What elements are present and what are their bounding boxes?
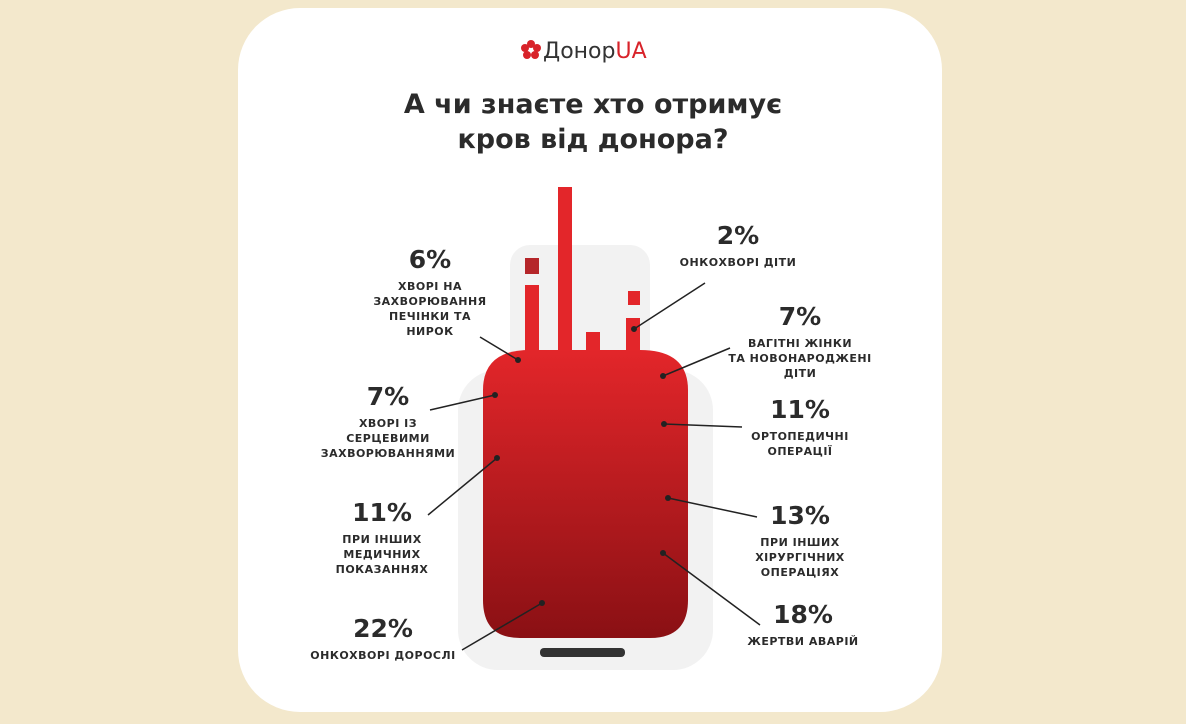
item-label: ПРИ ІНШИХ	[342, 533, 421, 546]
item-label: ПОКАЗАННЯХ	[336, 563, 429, 576]
item-value: 11%	[770, 395, 830, 424]
leader-dot	[494, 455, 500, 461]
leader-line	[667, 497, 758, 518]
item-label: ОПЕРАЦІЇ	[767, 444, 832, 458]
item-label: ОРТОПЕДИЧНІ	[751, 430, 849, 443]
leader-line	[662, 552, 761, 626]
logo: ДонорUA	[521, 39, 647, 64]
item-label: ОНКОХВОРІ ДОРОСЛІ	[310, 649, 455, 662]
item-label: МЕДИЧНИХ	[343, 548, 420, 561]
leader-line	[427, 457, 498, 516]
title-line: А чи знаєте хто отримує	[404, 89, 782, 120]
item-label: НИРОК	[406, 325, 453, 338]
leader-dot	[660, 373, 666, 379]
leader-line	[662, 347, 731, 377]
item-label: ПЕЧІНКИ ТА	[389, 310, 471, 323]
item-value: 7%	[779, 302, 821, 331]
leader-dot	[661, 421, 667, 427]
item-label: ОНКОХВОРІ ДІТИ	[680, 256, 797, 269]
item-value: 7%	[367, 382, 409, 411]
item-value: 18%	[773, 600, 833, 629]
item-label: ХІРУРГІЧНИХ	[755, 551, 845, 564]
item-value: 2%	[717, 221, 759, 250]
item-label: ДІТИ	[784, 367, 817, 380]
item-label: СЕРЦЕВИМИ	[346, 432, 430, 445]
item-label: ЗАХВОРЮВАННЯ	[373, 295, 486, 308]
logo-text: ДонорUA	[543, 39, 647, 64]
title-line: кров від донора?	[457, 124, 728, 155]
item-label: ХВОРІ НА	[398, 280, 462, 293]
leader-dot	[492, 392, 498, 398]
item-label: ХВОРІ ІЗ	[359, 417, 417, 430]
leader-dot	[660, 550, 666, 556]
leader-dot	[665, 495, 671, 501]
item-label: ЗАХВОРЮВАННЯМИ	[321, 447, 455, 460]
item-label: ТА НОВОНАРОДЖЕНІ	[728, 352, 871, 365]
item-label: ОПЕРАЦІЯХ	[761, 566, 839, 579]
item-label: ЖЕРТВИ АВАРІЙ	[747, 635, 858, 648]
item-value: 11%	[352, 498, 412, 527]
leader-line	[429, 394, 496, 411]
blood-bag	[483, 187, 688, 657]
leader-dot	[515, 357, 521, 363]
leader-dot	[539, 600, 545, 606]
item-value: 22%	[353, 614, 413, 643]
leader-line	[633, 282, 706, 330]
leader-line	[461, 602, 543, 651]
item-value: 6%	[409, 245, 451, 274]
item-label: ПРИ ІНШИХ	[760, 536, 839, 549]
item-value: 13%	[770, 501, 830, 530]
leader-line	[479, 336, 519, 361]
leader-dot	[631, 326, 637, 332]
item-label: ВАГІТНІ ЖІНКИ	[748, 337, 852, 350]
leader-line	[663, 423, 743, 428]
